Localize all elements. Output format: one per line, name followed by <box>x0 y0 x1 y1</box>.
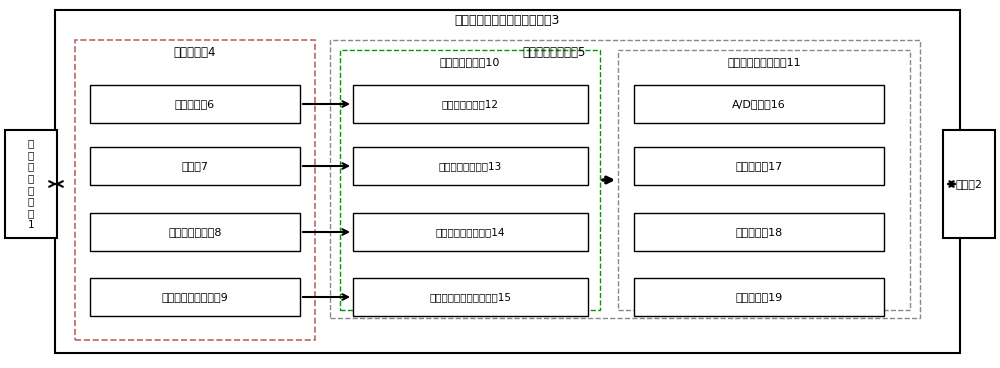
Text: 线性位移传感器8: 线性位移传感器8 <box>168 227 222 237</box>
Text: 裂纹张开位移信号采集卡15: 裂纹张开位移信号采集卡15 <box>430 292 512 302</box>
Text: 应变片7: 应变片7 <box>182 161 208 171</box>
Text: 抗混滤波器19: 抗混滤波器19 <box>735 292 783 302</box>
Bar <box>634 147 884 185</box>
Text: 工控机2: 工控机2 <box>956 179 982 189</box>
Bar <box>90 85 300 123</box>
Text: 温度传感器6: 温度传感器6 <box>175 99 215 109</box>
Text: 应变片信号采集卡13: 应变片信号采集卡13 <box>439 161 502 171</box>
Bar <box>75 40 315 340</box>
Text: A/D转换卡16: A/D转换卡16 <box>732 99 786 109</box>
Bar <box>340 50 600 310</box>
Bar <box>353 85 588 123</box>
Text: 宽板拉伸试验机数据采集系统3: 宽板拉伸试验机数据采集系统3 <box>455 14 560 26</box>
Bar <box>943 130 995 238</box>
Text: 采集功能子模块10: 采集功能子模块10 <box>440 57 500 67</box>
Text: 宽
板
拉
伸
试
验
机
1: 宽 板 拉 伸 试 验 机 1 <box>28 138 34 230</box>
Bar <box>353 213 588 251</box>
Bar <box>90 278 300 316</box>
Bar <box>90 213 300 251</box>
Text: 数据采集处理模块5: 数据采集处理模块5 <box>523 46 586 59</box>
Bar <box>90 147 300 185</box>
Text: 传感器模块4: 传感器模块4 <box>174 46 216 59</box>
Bar <box>634 278 884 316</box>
Bar <box>618 50 910 310</box>
Text: 温度信号采集卡12: 温度信号采集卡12 <box>442 99 499 109</box>
Bar <box>634 213 884 251</box>
Bar <box>5 130 57 238</box>
Bar <box>353 147 588 185</box>
Bar <box>353 278 588 316</box>
Text: 信号处理功能子模块11: 信号处理功能子模块11 <box>727 57 801 67</box>
Text: 线性位移信号采集卡14: 线性位移信号采集卡14 <box>436 227 505 237</box>
Bar <box>330 40 920 318</box>
Text: 信号放大器17: 信号放大器17 <box>735 161 783 171</box>
Text: 裂纹张开位移传感器9: 裂纹张开位移传感器9 <box>162 292 228 302</box>
Bar <box>634 85 884 123</box>
Text: 低通滤波器18: 低通滤波器18 <box>735 227 783 237</box>
